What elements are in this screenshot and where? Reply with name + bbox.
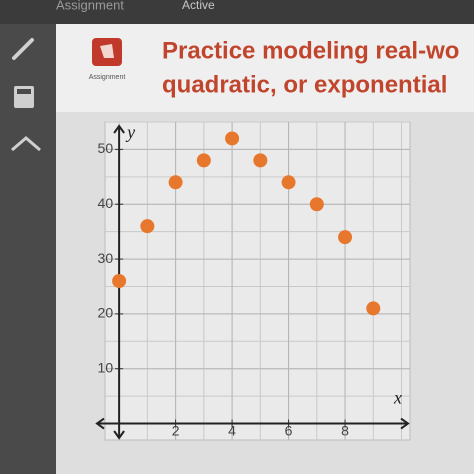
x-axis-label: x bbox=[393, 388, 402, 408]
x-tick-label: 4 bbox=[228, 422, 236, 438]
data-point bbox=[338, 230, 353, 245]
axis-arrow bbox=[400, 417, 410, 430]
y-axis-label: y bbox=[125, 122, 135, 142]
x-tick-label: 8 bbox=[341, 422, 349, 438]
header bbox=[56, 24, 474, 112]
y-tick-label: 10 bbox=[98, 359, 114, 375]
x-tick-label: 2 bbox=[172, 422, 180, 438]
pencil-icon[interactable] bbox=[12, 38, 34, 60]
title-line: quadratic, or exponential bbox=[162, 71, 447, 98]
y-tick-label: 40 bbox=[98, 195, 114, 211]
data-point bbox=[196, 153, 211, 168]
data-point bbox=[366, 301, 381, 316]
data-point bbox=[253, 153, 268, 168]
axis-arrow bbox=[113, 124, 125, 134]
data-point bbox=[225, 131, 240, 146]
axis-arrow bbox=[95, 417, 105, 430]
data-point bbox=[168, 175, 183, 190]
tab-label[interactable]: Assignment bbox=[56, 0, 124, 12]
y-tick-label: 30 bbox=[98, 250, 114, 266]
status-label: Active bbox=[182, 0, 215, 12]
y-tick-label: 20 bbox=[98, 305, 114, 321]
axis-arrow bbox=[113, 430, 125, 440]
data-point bbox=[309, 197, 324, 212]
x-tick-label: 6 bbox=[285, 422, 293, 438]
data-point bbox=[112, 274, 127, 288]
plot-area bbox=[104, 121, 411, 441]
reference-icon[interactable] bbox=[11, 136, 41, 152]
title-line: Practice modeling real-wo bbox=[162, 37, 459, 64]
calculator-icon[interactable] bbox=[14, 86, 34, 108]
icon-label: Assignment bbox=[89, 74, 126, 81]
data-point bbox=[140, 219, 155, 234]
y-tick-label: 50 bbox=[98, 140, 114, 156]
data-point bbox=[281, 175, 296, 190]
assignment-icon-glyph bbox=[100, 44, 114, 58]
top-bar bbox=[0, 0, 474, 24]
